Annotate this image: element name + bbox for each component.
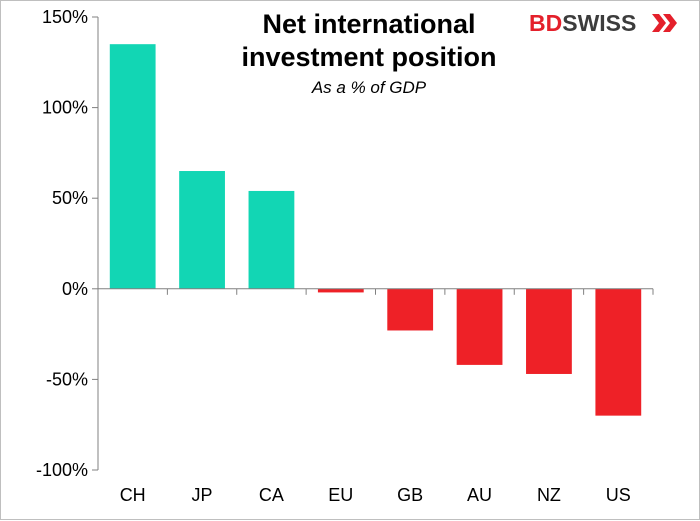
bar-us <box>595 288 642 416</box>
y-tick-label: 100% <box>42 98 88 118</box>
x-tick-label: GB <box>397 485 423 505</box>
brand-logo: BDSWISS <box>529 10 677 36</box>
x-tick-label: CA <box>259 485 284 505</box>
bar-eu <box>317 288 364 293</box>
chart-subtitle: As a % of GDP <box>311 78 427 97</box>
bar-gb <box>387 288 434 331</box>
x-tick-label: CH <box>120 485 146 505</box>
chart-title-line1: Net international <box>262 9 475 39</box>
x-tick-label: NZ <box>537 485 561 505</box>
logo-text: BDSWISS <box>529 10 636 36</box>
arrow-mark-icon <box>652 14 677 32</box>
y-tick-label: 0% <box>62 279 88 299</box>
y-axis: 150% 100% 50% 0% -50% -100% <box>36 7 99 480</box>
y-tick-label: -100% <box>36 460 88 480</box>
logo-text-swiss: SWISS <box>562 10 636 36</box>
x-tick-label: AU <box>467 485 492 505</box>
x-axis: CH JP CA EU GB AU NZ US <box>97 288 654 505</box>
chart-title-line2: investment position <box>241 42 496 72</box>
y-tick-label: 50% <box>52 188 88 208</box>
bar-nz <box>526 288 572 374</box>
bars-group <box>109 44 642 416</box>
bar-ca <box>248 190 295 289</box>
bar-au <box>456 288 503 365</box>
x-tick-label: US <box>606 485 631 505</box>
logo-text-bd: BD <box>529 10 562 36</box>
y-tick-label: -50% <box>46 369 88 389</box>
bar-jp <box>179 171 225 289</box>
x-tick-label: JP <box>192 485 213 505</box>
x-tick-label: EU <box>328 485 353 505</box>
y-tick-label: 150% <box>42 7 88 27</box>
bar-ch <box>109 44 156 289</box>
